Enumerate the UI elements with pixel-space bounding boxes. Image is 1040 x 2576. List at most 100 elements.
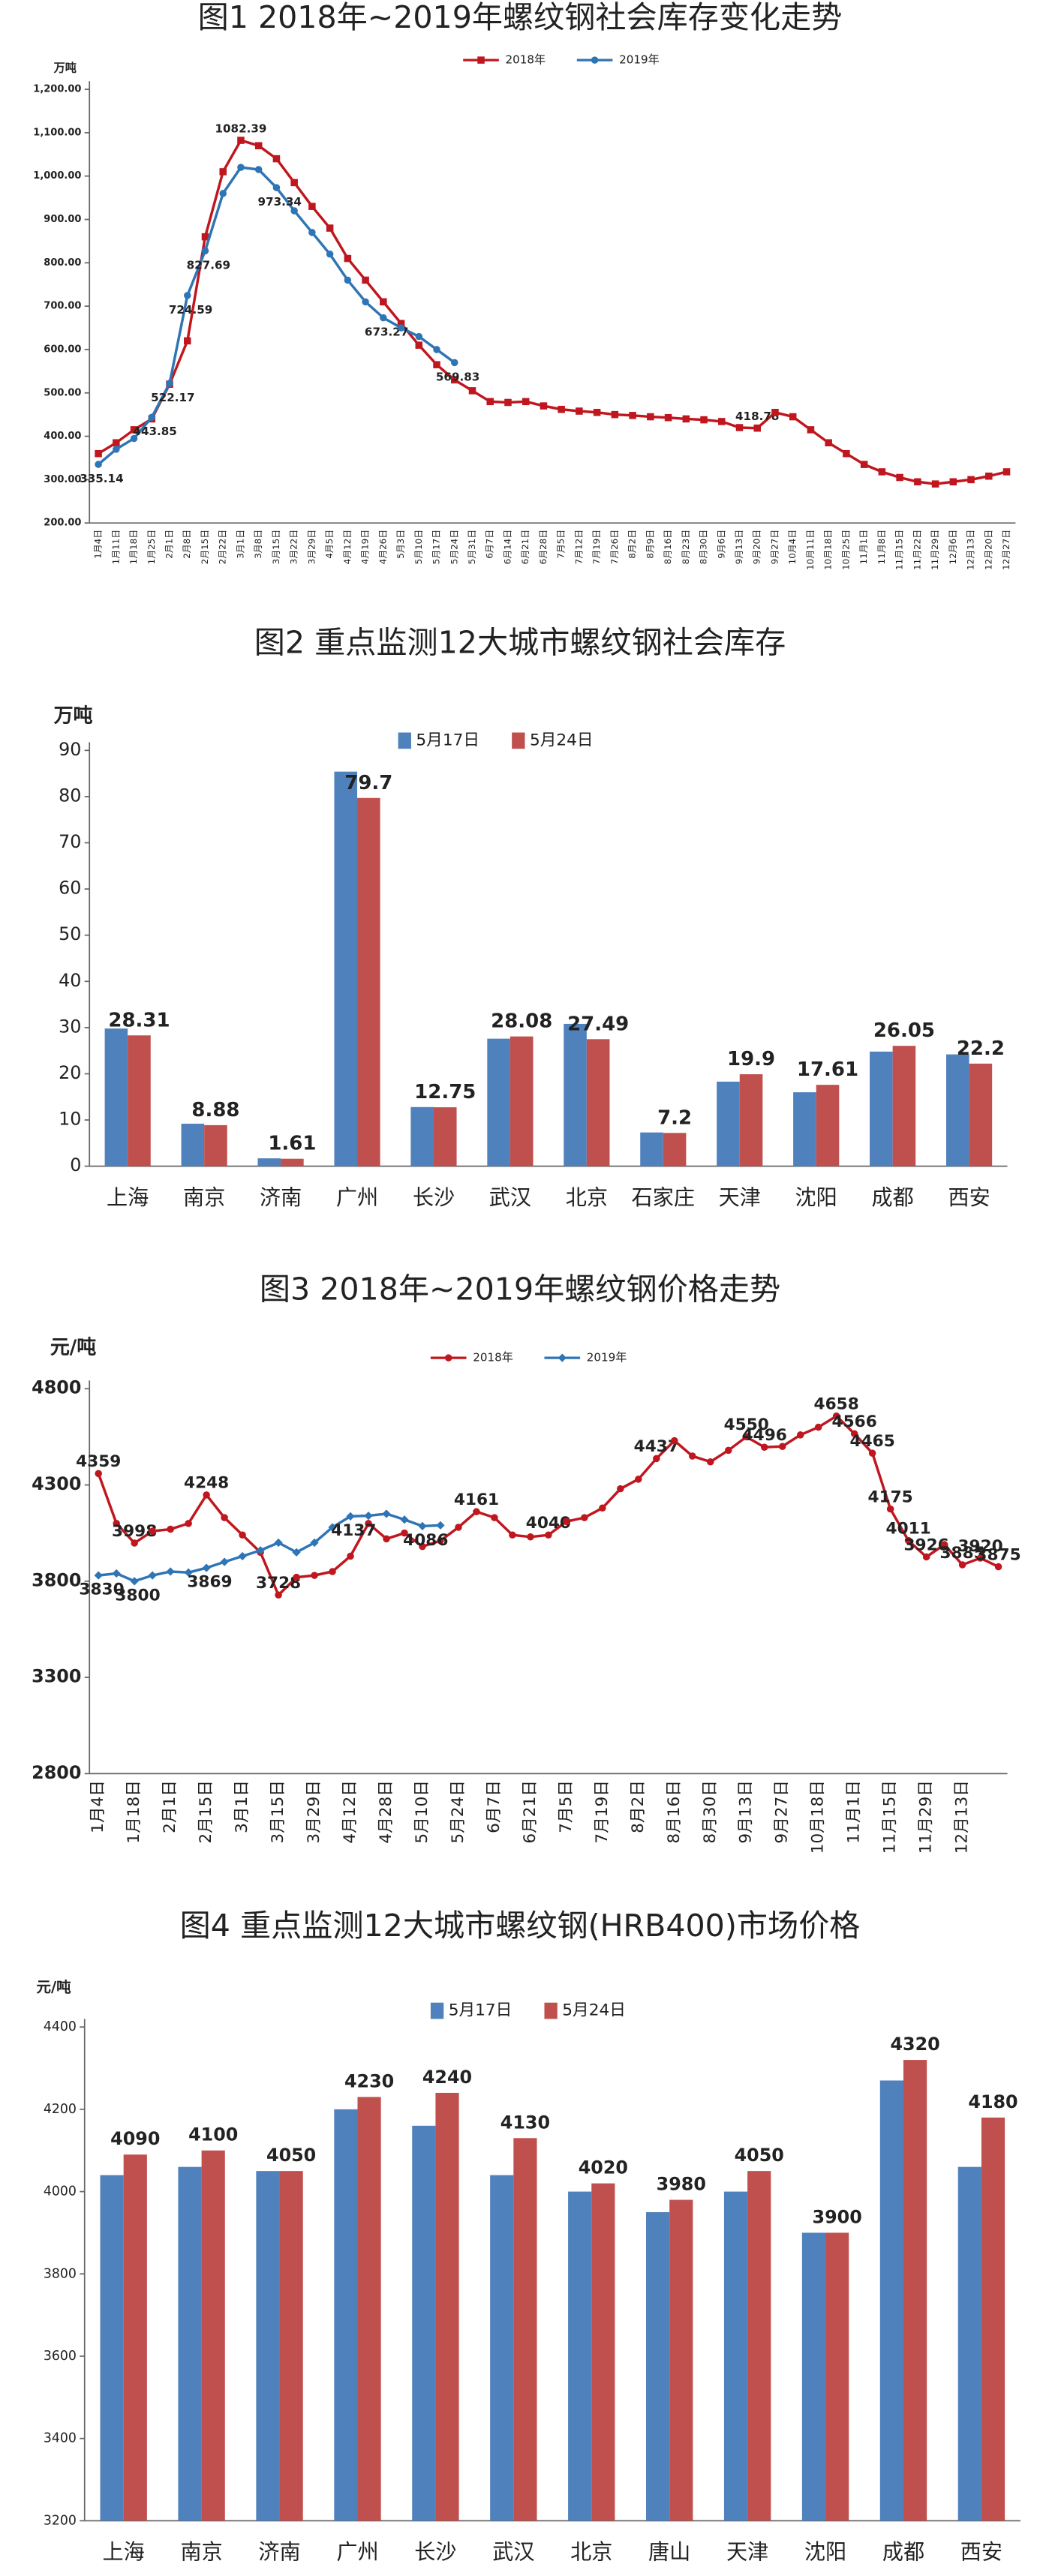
bar: [825, 2232, 849, 2521]
point: [219, 168, 227, 176]
data-label: 4130: [500, 2112, 550, 2133]
point: [185, 1520, 192, 1527]
point: [310, 1538, 319, 1548]
point: [922, 1553, 930, 1561]
x-tick-label: 北京: [566, 1185, 608, 1210]
x-tick-label: 武汉: [489, 1185, 531, 1210]
y-tick-label: 4400: [44, 2019, 77, 2034]
data-label: 4011: [886, 1520, 931, 1539]
bar: [568, 2191, 592, 2521]
data-label: 827.69: [187, 258, 230, 272]
point: [95, 461, 102, 468]
point: [958, 1561, 966, 1569]
x-tick-label: 南京: [180, 2540, 222, 2565]
y-tick-label: 30: [59, 1016, 81, 1037]
chart-title: 图4 重点监测12大城市螺纹钢(HRB400)市场价格: [180, 1908, 861, 1944]
point: [256, 1546, 265, 1555]
x-tick-label: 6月28日: [538, 530, 549, 564]
y-tick-label: 900.00: [44, 214, 81, 225]
legend-label: 5月17日: [449, 2001, 512, 2020]
data-label: 724.59: [169, 303, 212, 317]
x-tick-label: 9月13日: [734, 530, 744, 564]
x-tick-label: 12月13日: [966, 530, 976, 570]
point: [401, 1529, 408, 1537]
point: [451, 376, 458, 384]
point: [540, 402, 548, 410]
point: [940, 1541, 948, 1548]
data-label: 3830: [79, 1581, 124, 1599]
point: [653, 1455, 660, 1463]
y-tick-label: 200.00: [44, 518, 81, 529]
x-tick-label: 9月13日: [737, 1780, 756, 1844]
x-tick-label: 上海: [107, 1185, 149, 1210]
x-tick-label: 6月14日: [502, 530, 512, 564]
y-tick-label: 2800: [32, 1762, 81, 1783]
point: [113, 439, 120, 447]
data-label: 4180: [968, 2091, 1017, 2112]
x-tick-label: 12月27日: [1001, 530, 1011, 570]
point: [599, 1504, 606, 1512]
point: [415, 341, 423, 349]
y-tick-label: 50: [59, 923, 81, 944]
point: [149, 1527, 156, 1535]
x-tick-label: 4月5日: [324, 530, 335, 559]
bar: [334, 2109, 358, 2521]
bar: [663, 1133, 687, 1166]
legend-label: 2019年: [619, 53, 660, 67]
data-label: 673.27: [365, 326, 408, 339]
y-tick-label: 600.00: [44, 344, 81, 355]
x-tick-label: 5月10日: [413, 1780, 431, 1844]
x-tick-label: 2月1日: [164, 530, 175, 559]
point: [275, 1591, 282, 1599]
point: [274, 1538, 283, 1548]
bar: [128, 1035, 151, 1166]
bar: [123, 2154, 147, 2521]
x-tick-label: 5月3日: [395, 530, 406, 559]
bar: [509, 1036, 534, 1166]
point: [491, 1514, 498, 1521]
x-tick-label: 广州: [336, 1185, 378, 1210]
point: [522, 398, 530, 406]
series-line: [98, 139, 1007, 485]
data-label: 3900: [813, 2206, 862, 2227]
bar: [410, 1106, 434, 1166]
point: [789, 413, 797, 421]
bar: [513, 2138, 537, 2521]
point: [397, 320, 405, 328]
point: [183, 292, 191, 299]
bar: [879, 2080, 903, 2521]
x-tick-label: 12月20日: [983, 530, 993, 570]
bar: [946, 1054, 969, 1166]
bar: [640, 1132, 663, 1166]
data-label: 4050: [266, 2145, 316, 2166]
point: [201, 247, 209, 255]
point: [635, 1476, 642, 1483]
y-tick-label: 4000: [44, 2184, 77, 2199]
y-tick-label: 3800: [44, 2266, 77, 2281]
point: [949, 478, 957, 486]
point: [254, 142, 263, 150]
x-tick-label: 9月27日: [769, 530, 780, 564]
chart-title: 图1 2018年~2019年螺纹钢社会库存变化走势: [198, 0, 843, 35]
point: [130, 426, 138, 434]
bar: [334, 771, 358, 1166]
y-tick-label: 500.00: [44, 387, 81, 398]
data-label: 4550: [724, 1416, 769, 1434]
point: [95, 1470, 102, 1478]
y-tick-label: 400.00: [44, 431, 81, 442]
point: [814, 1423, 822, 1431]
point: [113, 446, 120, 453]
point: [433, 361, 440, 368]
x-tick-label: 10月18日: [809, 1780, 828, 1854]
data-label: 28.08: [491, 1010, 552, 1033]
bar: [816, 1085, 840, 1166]
point: [383, 1535, 390, 1543]
y-tick-label: 0: [70, 1154, 81, 1175]
data-label: 1082.39: [215, 122, 266, 135]
point: [807, 426, 815, 434]
y-tick-label: 3400: [44, 2431, 77, 2446]
point: [985, 472, 993, 480]
data-label: 22.2: [957, 1037, 1005, 1060]
x-tick-label: 成都: [882, 2540, 924, 2565]
